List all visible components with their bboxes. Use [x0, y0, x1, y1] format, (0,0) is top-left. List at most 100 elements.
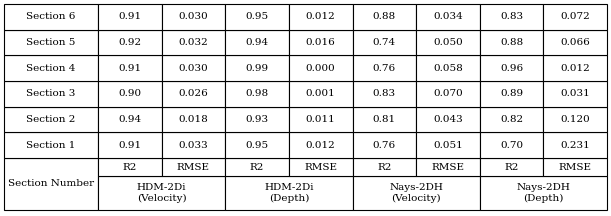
- Bar: [98, 132, 162, 158]
- Bar: [480, 30, 543, 55]
- Text: 0.83: 0.83: [373, 89, 396, 98]
- Bar: [543, 107, 607, 132]
- Text: 0.051: 0.051: [433, 141, 463, 150]
- Text: 0.000: 0.000: [306, 64, 335, 73]
- Text: Section 2: Section 2: [26, 115, 76, 124]
- Bar: [162, 81, 225, 107]
- Bar: [98, 4, 162, 30]
- Bar: [416, 30, 480, 55]
- Bar: [289, 107, 353, 132]
- Text: 0.072: 0.072: [560, 12, 590, 21]
- Text: 0.043: 0.043: [433, 115, 463, 124]
- Text: Nays-2DH
(Velocity): Nays-2DH (Velocity): [389, 183, 443, 203]
- Text: 0.76: 0.76: [373, 64, 396, 73]
- Text: R2: R2: [504, 162, 519, 172]
- Bar: [353, 132, 416, 158]
- Bar: [4, 4, 98, 30]
- Text: 0.91: 0.91: [119, 64, 141, 73]
- Text: Section 6: Section 6: [26, 12, 76, 21]
- Bar: [480, 158, 543, 176]
- Text: 0.90: 0.90: [119, 89, 141, 98]
- Text: 0.88: 0.88: [500, 38, 523, 47]
- Text: R2: R2: [250, 162, 264, 172]
- Text: 0.011: 0.011: [306, 115, 335, 124]
- Text: R2: R2: [123, 162, 137, 172]
- Bar: [4, 55, 98, 81]
- Text: 0.81: 0.81: [373, 115, 396, 124]
- Bar: [353, 4, 416, 30]
- Bar: [543, 4, 607, 30]
- Bar: [162, 55, 225, 81]
- Bar: [289, 81, 353, 107]
- Text: 0.070: 0.070: [433, 89, 463, 98]
- Text: 0.026: 0.026: [178, 89, 208, 98]
- Bar: [4, 81, 98, 107]
- Text: 0.92: 0.92: [119, 38, 141, 47]
- Text: HDM-2Di
(Velocity): HDM-2Di (Velocity): [137, 183, 186, 203]
- Bar: [225, 55, 289, 81]
- Bar: [543, 158, 607, 176]
- Text: 0.066: 0.066: [560, 38, 590, 47]
- Bar: [225, 132, 289, 158]
- Text: 0.98: 0.98: [246, 89, 269, 98]
- Text: 0.012: 0.012: [306, 12, 335, 21]
- Text: 0.018: 0.018: [178, 115, 208, 124]
- Text: 0.76: 0.76: [373, 141, 396, 150]
- Bar: [543, 132, 607, 158]
- Text: HDM-2Di
(Depth): HDM-2Di (Depth): [264, 183, 313, 203]
- Text: 0.70: 0.70: [500, 141, 523, 150]
- Text: 0.034: 0.034: [433, 12, 463, 21]
- Bar: [225, 158, 289, 176]
- Text: Section 1: Section 1: [26, 141, 76, 150]
- Text: Section 5: Section 5: [26, 38, 76, 47]
- Text: 0.74: 0.74: [373, 38, 396, 47]
- Text: RMSE: RMSE: [304, 162, 337, 172]
- Text: 0.95: 0.95: [246, 12, 269, 21]
- Text: 0.030: 0.030: [178, 64, 208, 73]
- Text: Section 3: Section 3: [26, 89, 76, 98]
- Bar: [416, 158, 480, 176]
- Bar: [4, 132, 98, 158]
- Bar: [162, 107, 225, 132]
- Text: 0.032: 0.032: [178, 38, 208, 47]
- Bar: [480, 107, 543, 132]
- Bar: [353, 81, 416, 107]
- Bar: [225, 176, 353, 210]
- Text: 0.91: 0.91: [119, 141, 141, 150]
- Bar: [480, 4, 543, 30]
- Text: R2: R2: [377, 162, 392, 172]
- Bar: [162, 30, 225, 55]
- Bar: [98, 107, 162, 132]
- Text: 0.82: 0.82: [500, 115, 523, 124]
- Bar: [98, 158, 162, 176]
- Bar: [289, 158, 353, 176]
- Bar: [225, 81, 289, 107]
- Bar: [353, 158, 416, 176]
- Bar: [289, 4, 353, 30]
- Bar: [225, 30, 289, 55]
- Bar: [543, 55, 607, 81]
- Bar: [98, 30, 162, 55]
- Bar: [416, 132, 480, 158]
- Text: 0.83: 0.83: [500, 12, 523, 21]
- Bar: [480, 81, 543, 107]
- Bar: [416, 55, 480, 81]
- Bar: [4, 30, 98, 55]
- Text: 0.95: 0.95: [246, 141, 269, 150]
- Bar: [480, 176, 607, 210]
- Text: 0.91: 0.91: [119, 12, 141, 21]
- Text: RMSE: RMSE: [177, 162, 210, 172]
- Bar: [480, 132, 543, 158]
- Text: RMSE: RMSE: [431, 162, 464, 172]
- Bar: [289, 132, 353, 158]
- Text: Section Number: Section Number: [8, 179, 94, 189]
- Bar: [353, 30, 416, 55]
- Bar: [98, 81, 162, 107]
- Bar: [162, 4, 225, 30]
- Bar: [543, 30, 607, 55]
- Bar: [353, 176, 480, 210]
- Text: RMSE: RMSE: [558, 162, 591, 172]
- Bar: [289, 55, 353, 81]
- Text: 0.031: 0.031: [560, 89, 590, 98]
- Bar: [416, 4, 480, 30]
